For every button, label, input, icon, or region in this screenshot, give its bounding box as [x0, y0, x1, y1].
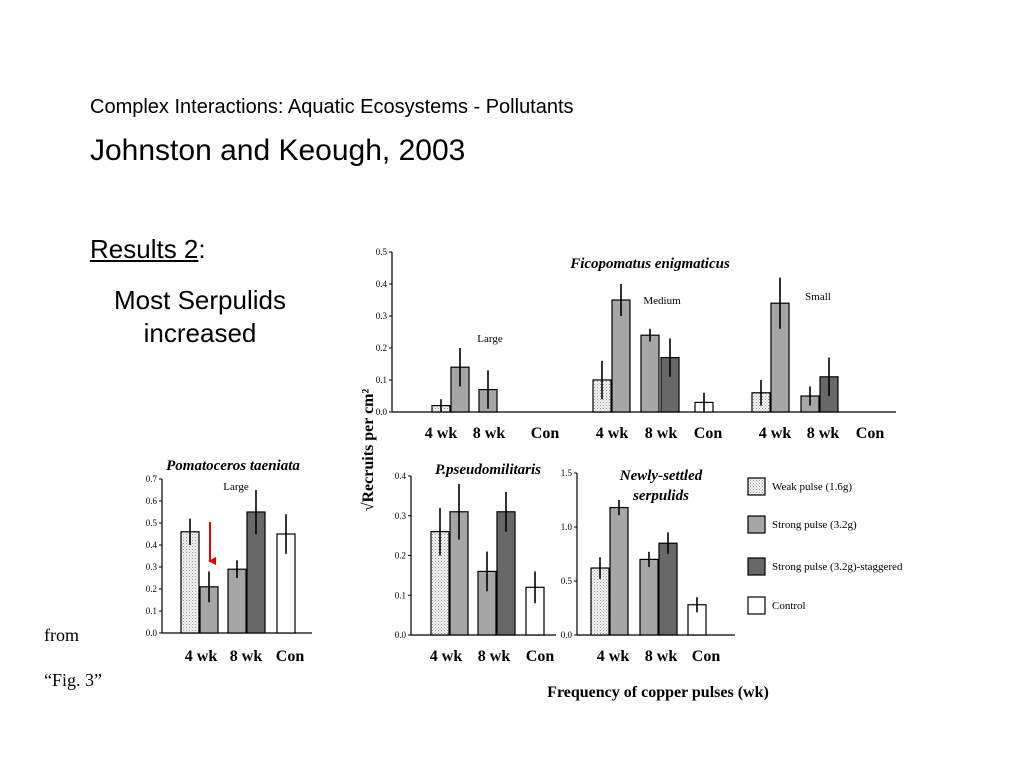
chart-layer: 0.0 0.1 0.2 0.3 0.4 0.5 Ficopomatus enigmaticu…: [146, 247, 903, 665]
legend-label-control: Control: [772, 600, 806, 612]
pomatoceros-title: Pomatoceros taeniata: [166, 458, 300, 474]
pseudomilitaris-y-tick-label: 0.4: [395, 471, 407, 481]
ficopomatus-size-label: Medium: [643, 295, 681, 307]
ficopomatus-y-tick-label: 0.0: [376, 407, 388, 417]
results-colon: :: [198, 234, 206, 264]
newly-settled-x-tick-label: 4 wk: [597, 648, 630, 665]
ficopomatus-y-tick-label: 0.4: [376, 279, 388, 289]
legend-swatch-staggered: [747, 557, 766, 576]
ficopomatus-bar-strong: [640, 334, 660, 413]
newly-settled-y-tick-label: 1.0: [561, 522, 573, 532]
pomatoceros-x-tick-label: 4 wk: [185, 648, 218, 665]
results-heading: Results 2:: [90, 234, 206, 265]
pomatoceros-y-tick-label: 0.6: [146, 496, 158, 506]
newly-settled-x-tick-label: 8 wk: [645, 648, 678, 665]
newly-settled-title-line: Newly-settled: [619, 468, 703, 484]
pomatoceros-y-tick-label: 0.5: [146, 518, 158, 528]
ficopomatus-x-tick-label: Con: [694, 425, 723, 442]
pseudomilitaris-y-tick-label: 0.3: [395, 511, 407, 521]
ficopomatus-bar-strong: [611, 299, 631, 413]
pomatoceros-bar-strong: [227, 568, 247, 634]
ficopomatus-x-tick-label: 4 wk: [596, 425, 629, 442]
pseudomilitaris-y-tick-label: 0.1: [395, 590, 406, 600]
legend-swatch-control: [747, 596, 766, 615]
ficopomatus-x-tick-label: 8 wk: [645, 425, 678, 442]
legend-label-strong: Strong pulse (3.2g): [772, 519, 857, 531]
newly-settled-y-tick-label: 1.5: [561, 468, 573, 478]
pomatoceros-y-tick-label: 0.0: [146, 628, 158, 638]
ficopomatus-x-tick-label: 8 wk: [473, 425, 506, 442]
newly-settled-bar-staggered: [658, 542, 678, 636]
pomatoceros-y-tick-label: 0.1: [146, 606, 157, 616]
newly-settled-bar-strong: [609, 506, 629, 636]
pomatoceros-bar-weak: [180, 531, 200, 634]
ficopomatus-x-tick-label: 8 wk: [807, 425, 840, 442]
pseudomilitaris-x-tick-label: 4 wk: [430, 648, 463, 665]
ficopomatus-y-tick-label: 0.2: [376, 343, 387, 353]
slide-title: Johnston and Keough, 2003: [90, 134, 466, 167]
pomatoceros-x-tick-label: Con: [276, 648, 305, 665]
pomatoceros-size-label: Large: [223, 481, 249, 493]
ficopomatus-title: Ficopomatus enigmaticus: [569, 256, 730, 272]
ficopomatus-y-tick-label: 0.3: [376, 311, 388, 321]
slide-subtitle: Complex Interactions: Aquatic Ecosystems…: [90, 96, 574, 118]
ficopomatus-y-tick-label: 0.1: [376, 375, 387, 385]
pomatoceros-x-tick-label: 8 wk: [230, 648, 263, 665]
ficopomatus-y-tick-label: 0.5: [376, 247, 388, 257]
pseudomilitaris-y-tick-label: 0.2: [395, 551, 406, 561]
legend-swatch-strong: [747, 515, 766, 534]
ficopomatus-x-tick-label: Con: [531, 425, 560, 442]
newly-settled-x-tick-label: Con: [692, 648, 721, 665]
newly-settled-bar-strong: [639, 558, 659, 636]
pomatoceros-y-tick-label: 0.3: [146, 562, 158, 572]
ficopomatus-x-tick-label: Con: [856, 425, 885, 442]
pseudomilitaris-title: P.pseudomilitaris: [435, 462, 541, 478]
ficopomatus-x-tick-label: 4 wk: [425, 425, 458, 442]
newly-settled-y-tick-label: 0.0: [561, 630, 573, 640]
ficopomatus-size-label: Small: [805, 291, 831, 303]
pseudomilitaris-x-tick-label: Con: [526, 648, 555, 665]
source-fig: “Fig. 3”: [44, 670, 102, 690]
ficopomatus-size-label: Large: [477, 333, 503, 345]
newly-settled-title-line: serpulids: [632, 488, 689, 504]
legend-swatch-weak: [747, 477, 766, 496]
pomatoceros-y-tick-label: 0.2: [146, 584, 157, 594]
ficopomatus-x-tick-label: 4 wk: [759, 425, 792, 442]
pseudomilitaris-y-tick-label: 0.0: [395, 630, 407, 640]
pomatoceros-y-tick-label: 0.7: [146, 474, 158, 484]
results-label: Results 2: [90, 234, 199, 264]
y-axis-label: √Recruits per cm²: [360, 389, 377, 512]
pomatoceros-y-tick-label: 0.4: [146, 540, 158, 550]
legend-label-staggered: Strong pulse (3.2g)-staggered: [772, 561, 903, 573]
legend-label-weak: Weak pulse (1.6g): [772, 481, 852, 493]
newly-settled-y-tick-label: 0.5: [561, 576, 573, 586]
pseudomilitaris-x-tick-label: 8 wk: [478, 648, 511, 665]
x-axis-label: Frequency of copper pulses (wk): [547, 684, 769, 701]
results-body: Most Serpulids increased: [114, 285, 286, 348]
source-from: from: [44, 625, 79, 645]
